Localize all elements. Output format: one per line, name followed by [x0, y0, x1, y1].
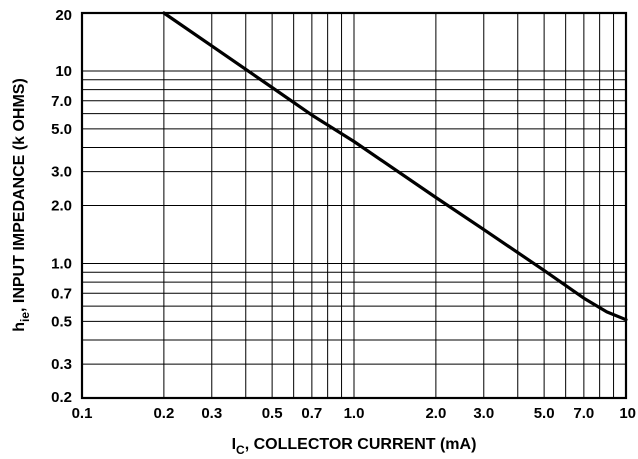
y-tick-label: 2.0: [51, 198, 72, 215]
y-axis-label-rest: , INPUT IMPEDANCE (k OHMS): [11, 78, 28, 312]
x-axis-label-subscript: C: [236, 443, 245, 457]
y-tick-label: 3.0: [51, 164, 72, 181]
x-axis-label-main: I: [232, 436, 236, 453]
x-axis-label: IC, COLLECTOR CURRENT (mA): [232, 436, 477, 457]
x-tick-label: 0.1: [72, 405, 93, 422]
y-tick-label: 0.3: [51, 356, 72, 373]
y-axis-label: hie, INPUT IMPEDANCE (k OHMS): [11, 78, 32, 332]
y-tick-label: 0.2: [51, 389, 72, 406]
x-tick-label: 0.5: [262, 405, 283, 422]
x-tick-label: 0.3: [201, 405, 222, 422]
y-axis-label-subscript: ie: [18, 312, 32, 322]
y-tick-label: 10: [55, 63, 72, 80]
x-axis-ticks: 0.1 0.2 0.3 0.5 0.7 1.0 2.0 3.0 5.0 7.0 10: [72, 405, 636, 422]
y-tick-label: 1.0: [51, 255, 72, 272]
grid: [81, 12, 627, 399]
x-tick-label: 0.2: [153, 405, 174, 422]
y-tick-label: 0.7: [51, 285, 72, 302]
x-axis-label-rest: , COLLECTOR CURRENT (mA): [245, 436, 477, 453]
series-line-0: [162, 11, 628, 322]
y-tick-label: 20: [55, 7, 72, 24]
x-tick-label: 2.0: [425, 405, 446, 422]
x-tick-label: 1.0: [344, 405, 365, 422]
x-tick-label: 0.7: [301, 405, 322, 422]
x-tick-label: 7.0: [573, 405, 594, 422]
y-axis-label-main: h: [11, 322, 28, 332]
plot-frame: [80, 11, 628, 400]
y-tick-label: 7.0: [51, 93, 72, 110]
y-tick-label: 5.0: [51, 121, 72, 138]
y-tick-label: 0.5: [51, 313, 72, 330]
x-tick-label: 3.0: [473, 405, 494, 422]
series-layer: [162, 11, 628, 322]
x-tick-label: 5.0: [534, 405, 555, 422]
y-axis-ticks: 20 10 7.0 5.0 3.0 2.0 1.0 0.7 0.5 0.3 0.2: [51, 7, 72, 406]
x-tick-label: 10: [619, 405, 636, 422]
